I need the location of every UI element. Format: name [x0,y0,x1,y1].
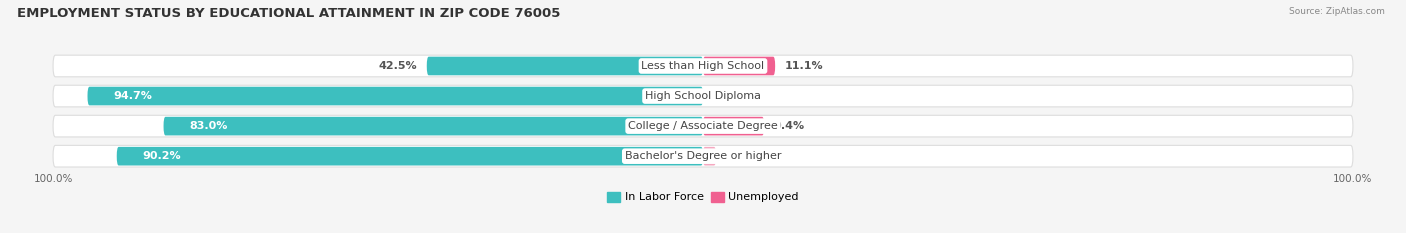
FancyBboxPatch shape [53,55,1353,77]
Text: 94.7%: 94.7% [114,91,152,101]
Legend: In Labor Force, Unemployed: In Labor Force, Unemployed [603,187,803,207]
Text: 9.4%: 9.4% [773,121,806,131]
FancyBboxPatch shape [53,115,1353,137]
Text: Bachelor's Degree or higher: Bachelor's Degree or higher [624,151,782,161]
FancyBboxPatch shape [163,117,703,135]
Text: Source: ZipAtlas.com: Source: ZipAtlas.com [1289,7,1385,16]
FancyBboxPatch shape [703,117,763,135]
Text: High School Diploma: High School Diploma [645,91,761,101]
Text: 90.2%: 90.2% [143,151,181,161]
FancyBboxPatch shape [703,57,775,75]
Text: 83.0%: 83.0% [190,121,228,131]
Text: College / Associate Degree: College / Associate Degree [628,121,778,131]
FancyBboxPatch shape [53,145,1353,167]
Text: EMPLOYMENT STATUS BY EDUCATIONAL ATTAINMENT IN ZIP CODE 76005: EMPLOYMENT STATUS BY EDUCATIONAL ATTAINM… [17,7,560,20]
FancyBboxPatch shape [87,87,703,105]
Text: 42.5%: 42.5% [378,61,418,71]
FancyBboxPatch shape [703,147,716,165]
FancyBboxPatch shape [427,57,703,75]
Text: 0.0%: 0.0% [713,91,744,101]
Text: 2.0%: 2.0% [725,151,756,161]
FancyBboxPatch shape [117,147,703,165]
Text: 100.0%: 100.0% [34,174,73,184]
Text: 100.0%: 100.0% [1333,174,1372,184]
Text: 11.1%: 11.1% [785,61,824,71]
FancyBboxPatch shape [53,85,1353,107]
Text: Less than High School: Less than High School [641,61,765,71]
